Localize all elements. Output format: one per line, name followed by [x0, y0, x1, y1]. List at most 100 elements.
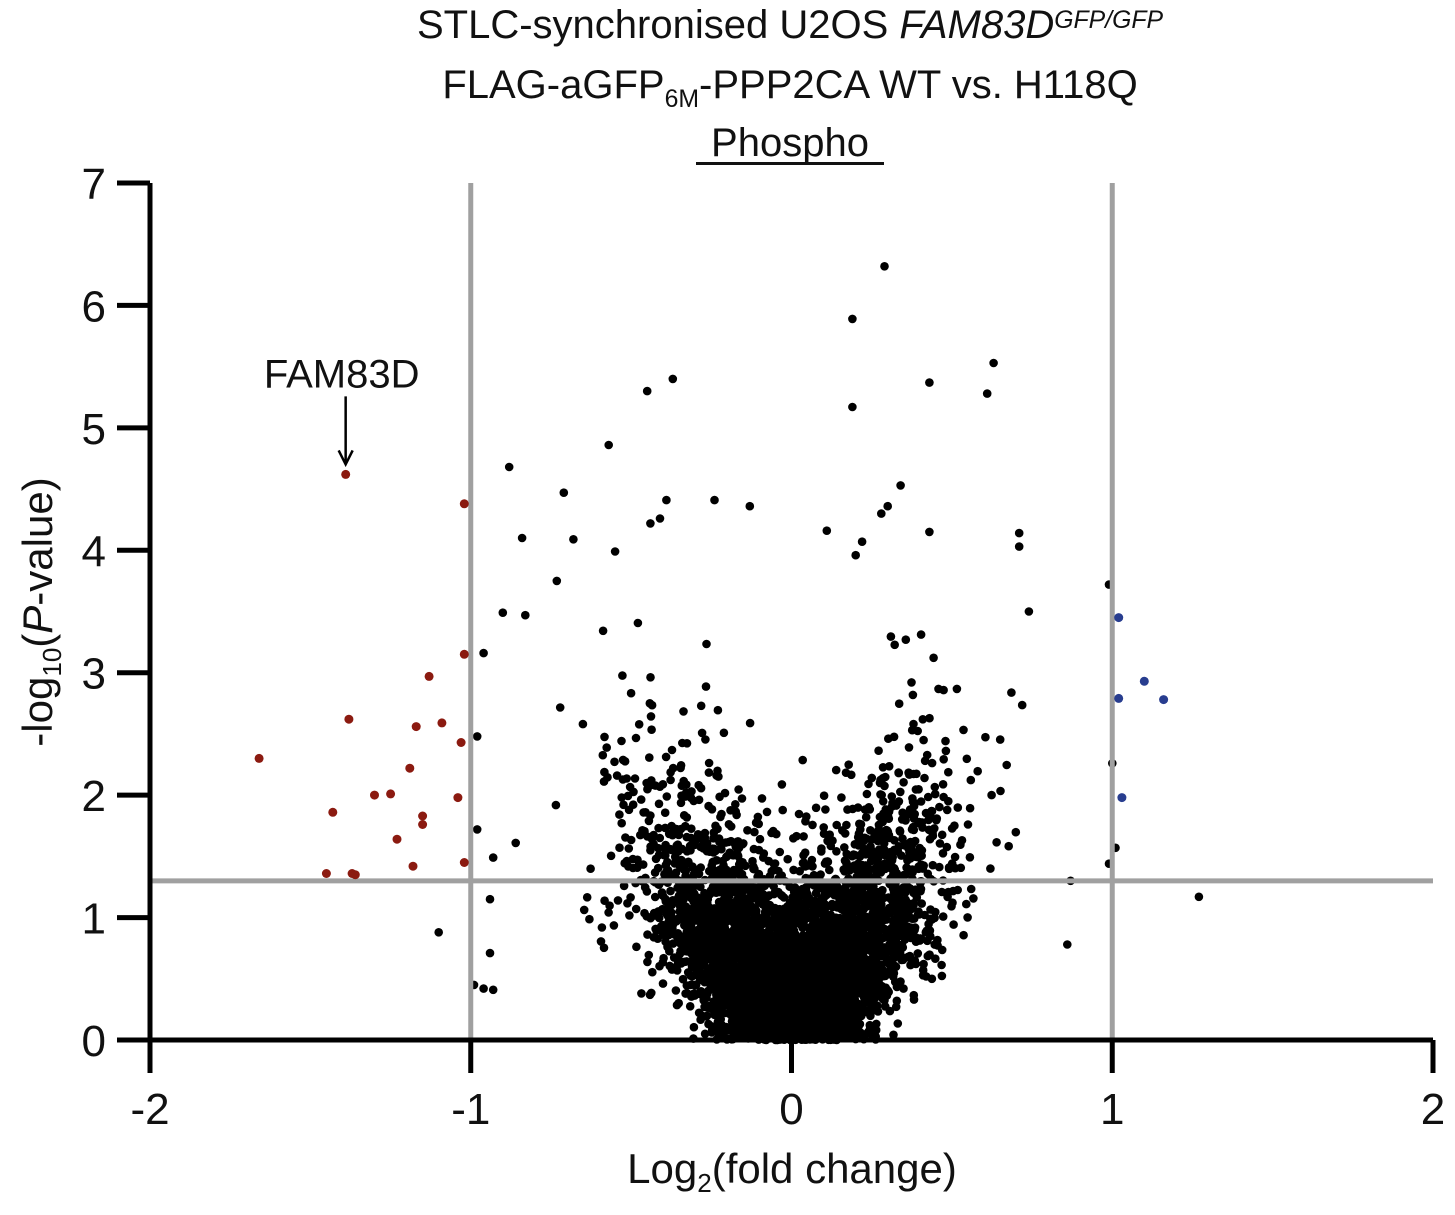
- data-point: [677, 791, 686, 800]
- data-point: [916, 797, 926, 806]
- data-point: [876, 775, 886, 785]
- data-point: [636, 830, 645, 840]
- data-point: [646, 673, 655, 682]
- data-point: [893, 1019, 903, 1028]
- data-point: [737, 794, 747, 803]
- data-point: [820, 929, 829, 938]
- data-point: [829, 961, 839, 971]
- data-point: [624, 844, 634, 853]
- data-point: [764, 856, 773, 866]
- data-point: [626, 893, 635, 902]
- data-point: [683, 919, 692, 929]
- data-point: [852, 1017, 861, 1027]
- data-point: [909, 990, 919, 1000]
- data-point: [874, 901, 883, 910]
- data-point: [596, 937, 606, 946]
- data-point: [857, 960, 866, 970]
- data-point: [628, 854, 638, 864]
- data-point: [585, 914, 594, 924]
- data-point: [850, 906, 859, 916]
- data-point: [794, 809, 804, 819]
- data-point: [599, 777, 609, 786]
- data-point: [883, 862, 892, 872]
- data-point: [770, 935, 780, 944]
- data-point: [845, 1001, 855, 1010]
- data-point: [678, 974, 688, 984]
- data-point: [645, 753, 654, 762]
- data-point: [937, 830, 947, 840]
- data-point: [905, 951, 915, 961]
- data-point: [676, 798, 686, 808]
- data-point: [923, 928, 933, 938]
- data-point: [850, 914, 859, 924]
- data-point: [696, 701, 706, 711]
- data-point: [702, 846, 712, 856]
- data-point: [671, 868, 681, 877]
- data-point: [796, 943, 805, 953]
- data-point: [992, 838, 1001, 847]
- data-point: [820, 899, 829, 909]
- data-point: [646, 842, 655, 851]
- data-point: [719, 886, 729, 896]
- data-point: [731, 800, 740, 809]
- data-point: [597, 923, 607, 932]
- data-point: [665, 946, 674, 956]
- data-point: [636, 795, 646, 804]
- data-point: [762, 807, 772, 817]
- data-point: [786, 994, 795, 1003]
- data-point: [777, 891, 787, 901]
- data-point: [645, 990, 655, 1000]
- data-point: [876, 790, 885, 799]
- data-point: [811, 803, 821, 813]
- data-point: [726, 822, 736, 831]
- data-point: [916, 630, 926, 639]
- data-point: [963, 820, 973, 829]
- data-point: [619, 881, 629, 891]
- data-point: [726, 806, 735, 815]
- data-point: [717, 844, 726, 854]
- data-point: [666, 775, 675, 785]
- data-point: [836, 918, 846, 927]
- data-point: [837, 897, 846, 907]
- data-point: [676, 761, 686, 770]
- data-point: [682, 780, 691, 789]
- data-point: [755, 939, 765, 948]
- data-point: [647, 725, 656, 734]
- data-point: [874, 845, 884, 854]
- data-point: [832, 847, 841, 856]
- data-point: [848, 1024, 858, 1033]
- data-point: [831, 765, 841, 775]
- data-point: [718, 974, 727, 984]
- data-point: [863, 891, 872, 900]
- data-point: [552, 576, 562, 586]
- data-point: [725, 942, 734, 952]
- data-point: [578, 719, 588, 729]
- data-point: [874, 746, 883, 755]
- data-point: [787, 1023, 796, 1032]
- data-point: [775, 847, 785, 857]
- data-point: [739, 1016, 748, 1026]
- data-point: [666, 912, 676, 921]
- data-point: [969, 894, 978, 903]
- data-point: [846, 974, 856, 984]
- data-point: [646, 712, 656, 721]
- data-point: [632, 942, 641, 952]
- data-point: [709, 857, 718, 866]
- data-point: [743, 967, 752, 977]
- data-point: [685, 1002, 695, 1011]
- data-point: [718, 907, 728, 917]
- data-point: [892, 982, 902, 992]
- data-point: [808, 820, 817, 830]
- data-point: [856, 1003, 866, 1012]
- data-point: [935, 802, 944, 812]
- data-point: [868, 944, 878, 953]
- data-point: [938, 780, 948, 789]
- data-point: [916, 884, 926, 894]
- data-point: [918, 715, 928, 724]
- data-point: [674, 847, 683, 856]
- data-point: [905, 846, 915, 856]
- data-point: [713, 705, 723, 715]
- data-point: [551, 800, 561, 810]
- data-point: [713, 927, 722, 936]
- data-point: [697, 894, 707, 903]
